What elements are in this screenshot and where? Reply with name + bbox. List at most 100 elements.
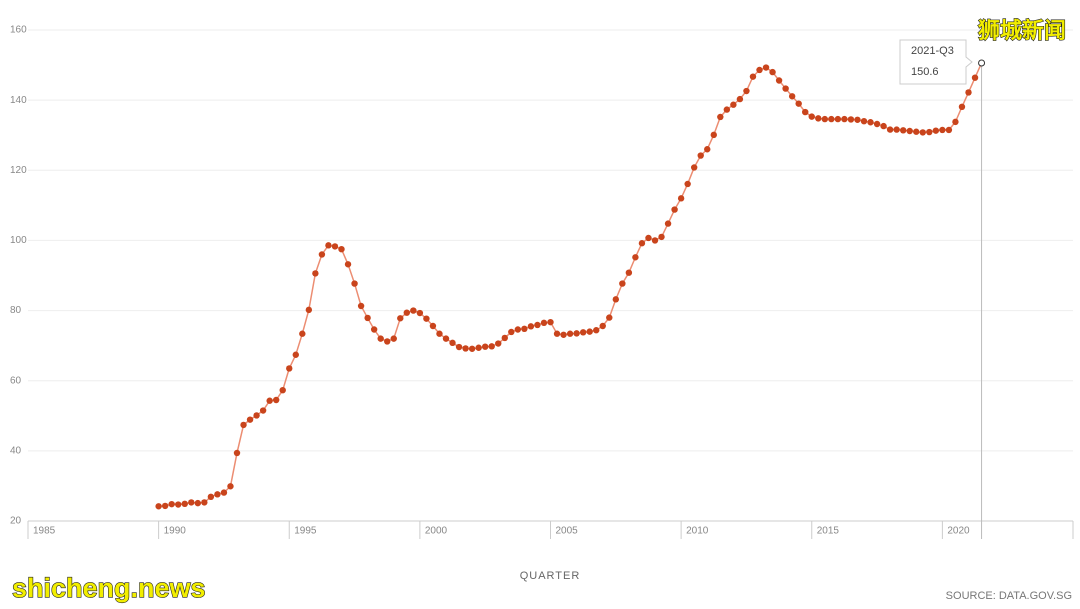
point [468, 345, 476, 352]
point [331, 243, 339, 250]
point [240, 421, 247, 429]
point [423, 315, 430, 322]
point [181, 500, 188, 508]
point [201, 499, 208, 506]
point [651, 237, 659, 244]
point [926, 128, 933, 136]
point [788, 93, 796, 100]
tooltip-box [899, 39, 973, 85]
point [560, 331, 567, 338]
point [834, 115, 842, 123]
y-tick-label: 100 [10, 235, 27, 246]
point [847, 116, 855, 123]
point [756, 66, 763, 74]
point [527, 323, 535, 330]
point [429, 322, 437, 330]
point [880, 122, 887, 130]
point [671, 206, 678, 213]
point [893, 126, 900, 133]
point [233, 449, 241, 457]
point [723, 106, 731, 113]
point [841, 115, 848, 123]
point [390, 335, 397, 342]
point [227, 483, 234, 490]
y-tick-label: 40 [10, 445, 22, 456]
point [540, 319, 548, 327]
point [370, 326, 378, 333]
point [828, 115, 835, 123]
point [194, 499, 202, 507]
point [854, 116, 861, 123]
point [292, 351, 299, 358]
point [299, 330, 306, 337]
point [782, 85, 789, 92]
y-tick-label: 20 [10, 516, 22, 527]
point [867, 119, 874, 126]
point [168, 500, 175, 508]
point [279, 386, 286, 394]
point [710, 131, 717, 139]
point [495, 340, 502, 347]
point [455, 343, 463, 351]
point [860, 117, 868, 125]
point [344, 261, 352, 268]
point [795, 100, 802, 107]
y-tick-label: 60 [10, 375, 22, 386]
point [625, 269, 633, 276]
y-tick-label: 80 [10, 305, 22, 316]
point [553, 330, 561, 337]
point [214, 491, 221, 498]
x-tick-label: 2000 [425, 526, 448, 537]
point [684, 180, 691, 188]
y-tick-label: 120 [10, 165, 27, 176]
point [612, 296, 620, 303]
point [873, 120, 881, 128]
point [253, 412, 260, 419]
point [932, 127, 940, 134]
point [762, 64, 770, 71]
x-tick-label: 1985 [33, 526, 56, 537]
point [978, 59, 986, 67]
point [246, 416, 254, 423]
point [632, 254, 639, 261]
point [501, 334, 508, 342]
point [802, 108, 809, 116]
point [945, 126, 953, 134]
point [815, 115, 822, 122]
point [717, 113, 724, 121]
point [188, 499, 195, 506]
point [645, 234, 652, 242]
point [410, 307, 417, 314]
point [442, 335, 450, 342]
point [658, 233, 665, 241]
point [697, 152, 704, 159]
point [743, 87, 750, 95]
point [664, 220, 672, 227]
point [449, 339, 456, 347]
point [357, 302, 365, 310]
point [403, 309, 411, 316]
watermark: shicheng.news [12, 573, 206, 603]
point [958, 103, 966, 111]
point [318, 251, 326, 258]
point [808, 113, 815, 120]
tooltip-value: 150.6 [911, 66, 939, 78]
point [690, 164, 698, 171]
point [220, 489, 228, 496]
point [965, 89, 972, 96]
point [886, 126, 894, 133]
point [488, 343, 495, 350]
y-tick-label: 140 [10, 95, 27, 106]
tooltip-label: 2021-Q3 [911, 45, 954, 57]
point [919, 129, 926, 136]
x-tick-label: 2015 [817, 526, 840, 537]
point [899, 127, 907, 134]
point [821, 115, 829, 123]
point [547, 318, 554, 326]
point [286, 365, 293, 372]
point [769, 68, 776, 76]
watermark: 狮城新闻 [978, 18, 1066, 43]
point [305, 306, 313, 314]
x-tick-label: 1990 [164, 526, 187, 537]
point [481, 343, 489, 350]
